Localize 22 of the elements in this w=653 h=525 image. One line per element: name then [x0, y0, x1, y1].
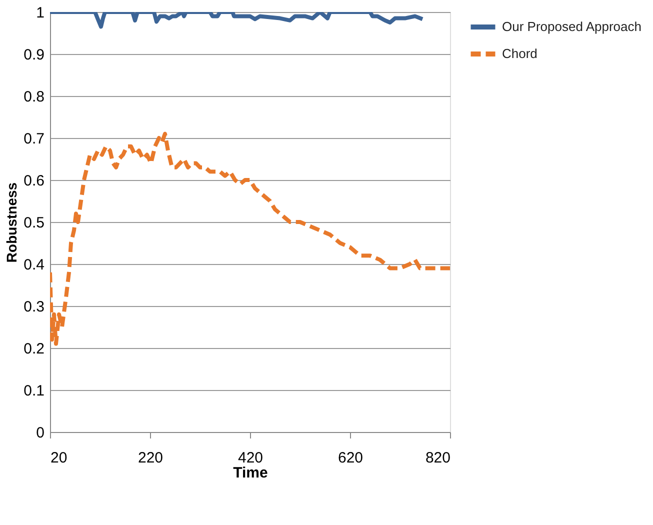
legend-label: Our Proposed Approach — [502, 19, 642, 34]
y-tick-label: 0.7 — [24, 130, 44, 148]
x-tick-label: 620 — [338, 450, 364, 466]
y-axis-title: Robustness — [4, 182, 20, 263]
y-tick-label: 0.6 — [24, 172, 44, 190]
y-tick-label: 0.3 — [24, 298, 44, 316]
x-tick-label: 420 — [238, 450, 264, 466]
x-tick-label: 220 — [138, 450, 164, 466]
y-tick-label: 0.4 — [24, 256, 44, 274]
x-axis-title: Time — [233, 464, 268, 482]
x-tick-label: 20 — [50, 450, 68, 466]
legend-label: Chord — [502, 46, 538, 61]
y-tick-label: 0.8 — [24, 88, 44, 106]
y-tick-label: 0.5 — [24, 214, 44, 232]
x-tick-label: 820 — [425, 450, 450, 466]
y-tick-label: 0 — [36, 424, 44, 442]
line-series — [50, 132, 450, 346]
line-series — [50, 12, 424, 29]
y-tick-label: 1 — [36, 4, 44, 22]
y-tick-label: 0.9 — [24, 46, 44, 64]
y-tick-label: 0.2 — [24, 340, 44, 358]
y-tick-label: 0.1 — [24, 382, 44, 400]
